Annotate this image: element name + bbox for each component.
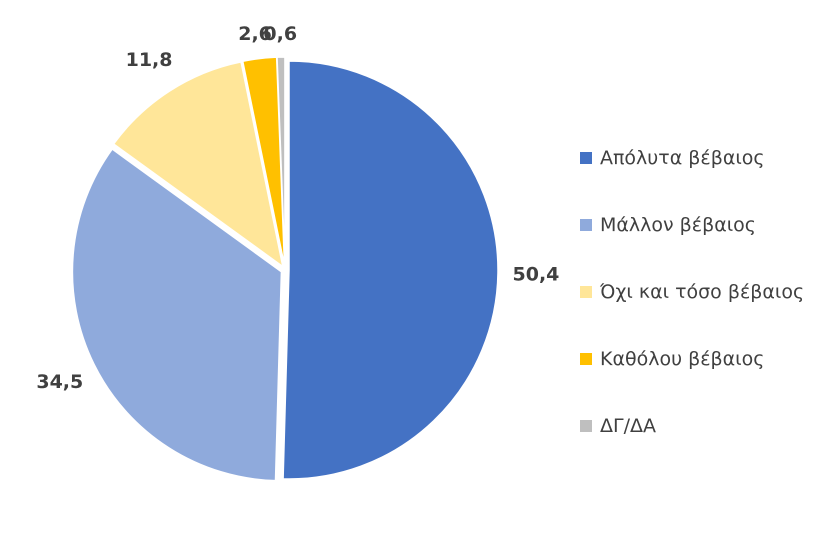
legend-label: Μάλλον βέβαιος xyxy=(600,213,756,236)
legend-swatch xyxy=(580,151,592,164)
legend-item: ΔΓ/ΔΑ xyxy=(580,392,804,459)
legend-swatch xyxy=(580,285,592,298)
legend-swatch xyxy=(580,218,592,231)
data-label: 34,5 xyxy=(36,371,83,393)
data-label: 0,6 xyxy=(263,23,297,45)
pie-slice xyxy=(71,148,283,482)
pie-slice xyxy=(282,60,499,480)
legend-item: Καθόλου βέβαιος xyxy=(580,325,804,392)
legend-swatch xyxy=(580,419,592,432)
pie-slice xyxy=(276,56,286,267)
data-label: 2,6 xyxy=(238,23,272,45)
data-label: 11,8 xyxy=(126,49,173,71)
pie-slice xyxy=(112,60,284,269)
legend-swatch xyxy=(580,352,592,365)
legend-item: Μάλλον βέβαιος xyxy=(580,191,804,258)
legend-label: ΔΓ/ΔΑ xyxy=(600,414,656,437)
legend-label: Καθόλου βέβαιος xyxy=(600,347,765,370)
legend-label: Όχι και τόσο βέβαιος xyxy=(600,280,805,303)
legend-item: Όχι και τόσο βέβαιος xyxy=(580,258,804,325)
data-label: 50,4 xyxy=(513,264,560,286)
legend-label: Απόλυτα βέβαιος xyxy=(600,146,765,169)
legend-item: Απόλυτα βέβαιος xyxy=(580,124,804,191)
legend: Απόλυτα βέβαιος Μάλλον βέβαιος Όχι και τ… xyxy=(580,124,804,459)
